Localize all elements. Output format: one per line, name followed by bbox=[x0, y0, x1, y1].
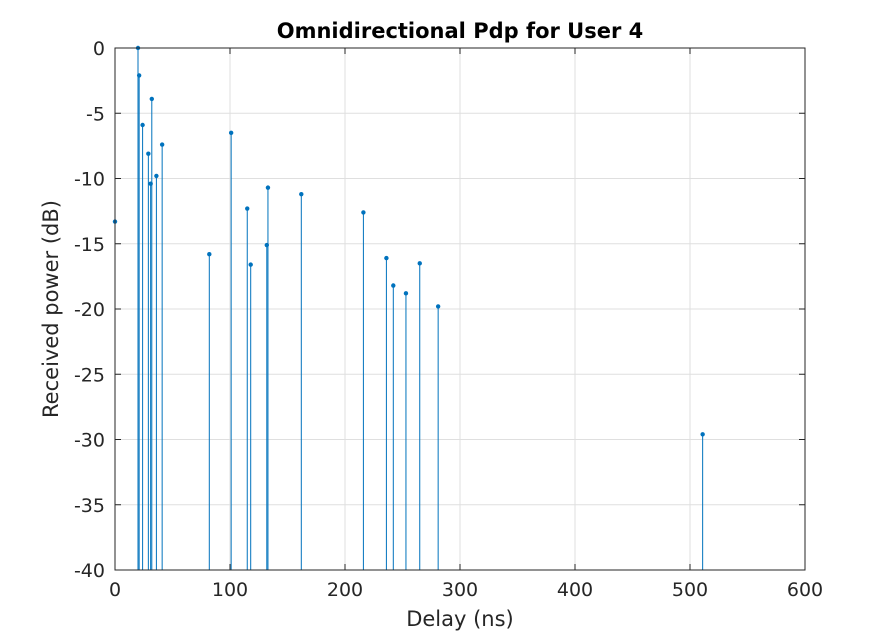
stems bbox=[112, 45, 705, 570]
y-tick-label: -20 bbox=[74, 299, 105, 321]
stem-marker bbox=[154, 173, 159, 179]
stem-marker bbox=[245, 206, 250, 211]
y-tick-label: -40 bbox=[74, 560, 105, 582]
stem-marker bbox=[435, 304, 441, 309]
y-tick-label: -15 bbox=[74, 234, 105, 256]
grid bbox=[115, 48, 805, 570]
y-tick-label: 0 bbox=[93, 38, 105, 60]
stem-marker bbox=[265, 185, 271, 190]
y-tick-label: -25 bbox=[74, 364, 105, 386]
y-tick-label: -10 bbox=[74, 169, 105, 191]
stem-marker bbox=[391, 283, 396, 288]
x-tick-label: 0 bbox=[109, 579, 121, 601]
y-axis-label: Received power (dB) bbox=[39, 200, 63, 418]
stem-marker bbox=[417, 261, 422, 266]
x-tick-label: 100 bbox=[212, 579, 248, 601]
stem-marker bbox=[384, 255, 389, 261]
stem-marker bbox=[228, 130, 234, 136]
x-tick-label: 300 bbox=[442, 579, 478, 601]
stem-marker bbox=[299, 191, 304, 197]
stem-marker bbox=[403, 291, 409, 296]
chart-title: Omnidirectional Pdp for User 4 bbox=[277, 19, 644, 43]
stem-marker bbox=[140, 122, 145, 128]
stem-marker bbox=[149, 96, 154, 102]
stem-marker bbox=[361, 210, 366, 215]
y-tick-label: -5 bbox=[86, 103, 105, 125]
stem-marker bbox=[159, 142, 165, 147]
x-tick-label: 500 bbox=[672, 579, 708, 601]
stem-marker bbox=[146, 151, 151, 156]
x-tick-label: 400 bbox=[557, 579, 593, 601]
stem-marker bbox=[136, 73, 142, 78]
y-tick-label: -35 bbox=[74, 495, 105, 517]
stem-marker bbox=[248, 262, 253, 267]
stem-marker bbox=[700, 432, 705, 437]
stem-marker bbox=[207, 251, 212, 257]
axis-ticks: 0 100 200 300 400 500 600 0 -5 -10 -15 -20 -25 -30 -35… bbox=[74, 38, 823, 601]
x-tick-label: 200 bbox=[327, 579, 363, 601]
y-tick-label: -30 bbox=[74, 430, 105, 452]
x-tick-label: 600 bbox=[787, 579, 823, 601]
x-axis-label: Delay (ns) bbox=[406, 607, 514, 631]
